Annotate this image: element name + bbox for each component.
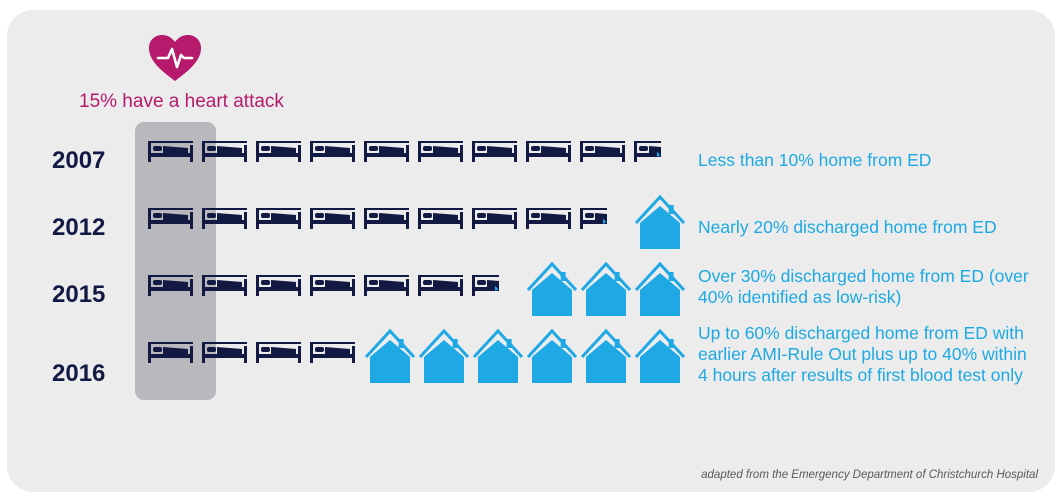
source-footnote: adapted from the Emergency Department of… [701, 469, 1038, 481]
hospital-bed-icon [256, 275, 301, 296]
hospital-bed-icon [310, 208, 355, 229]
hospital-bed-icon [310, 141, 355, 162]
hospital-bed-icon [418, 208, 463, 229]
heart-attack-caption: 15% have a heart attack [79, 91, 284, 112]
year-label: 2016 [52, 360, 106, 387]
hospital-bed-icon [148, 208, 193, 229]
row-description: Up to 60% discharged home from ED with e… [698, 323, 1027, 385]
heart-pulse-icon [149, 35, 201, 81]
hospital-bed-icon [310, 342, 355, 363]
year-row: 2007 Less than 10% home from ED [0, 122, 1062, 192]
year-row: 2012 Nearly 20% discharged home from ED [0, 189, 1062, 259]
hospital-bed-icon [148, 342, 193, 363]
hospital-bed-icon [580, 208, 607, 229]
hospital-bed-icon [472, 208, 517, 229]
home-icon [472, 328, 524, 383]
hospital-bed-icon [148, 141, 193, 162]
hospital-bed-icon [148, 275, 193, 296]
hospital-bed-icon [202, 141, 247, 162]
bed-house-icons [148, 328, 686, 383]
hospital-bed-icon [202, 342, 247, 363]
hospital-bed-icon [202, 275, 247, 296]
year-label: 2015 [52, 281, 106, 308]
home-icon [634, 328, 686, 383]
hospital-bed-icon [256, 208, 301, 229]
hospital-bed-icon [256, 342, 301, 363]
year-row: 2015 Over 30% discharged home from ED (o… [0, 256, 1062, 326]
year-label: 2007 [52, 147, 106, 174]
hospital-bed-icon [202, 208, 247, 229]
year-label: 2012 [52, 214, 106, 241]
hospital-bed-icon [634, 141, 661, 162]
bed-house-icons [148, 141, 661, 162]
hospital-bed-icon [364, 208, 409, 229]
hospital-bed-icon [364, 275, 409, 296]
row-description: Less than 10% home from ED [698, 150, 932, 170]
home-icon [634, 261, 686, 316]
hospital-bed-icon [526, 141, 571, 162]
hospital-bed-icon [526, 208, 571, 229]
hospital-bed-icon [580, 141, 625, 162]
hospital-bed-icon [310, 275, 355, 296]
hospital-bed-icon [472, 275, 499, 296]
hospital-bed-icon [256, 141, 301, 162]
bed-house-icons [148, 194, 686, 249]
hospital-bed-icon [418, 275, 463, 296]
hospital-bed-icon [418, 141, 463, 162]
home-icon [418, 328, 470, 383]
hospital-bed-icon [472, 141, 517, 162]
row-description: Over 30% discharged home from ED (over 4… [698, 266, 1029, 307]
home-icon [526, 261, 578, 316]
bed-house-icons [148, 261, 686, 316]
home-icon [634, 194, 686, 249]
home-icon [580, 261, 632, 316]
home-icon [580, 328, 632, 383]
home-icon [526, 328, 578, 383]
home-icon [364, 328, 416, 383]
hospital-bed-icon [364, 141, 409, 162]
row-description: Nearly 20% discharged home from ED [698, 217, 997, 237]
year-row: 2016 Up to 60% discharged home from ED w… [0, 323, 1062, 393]
